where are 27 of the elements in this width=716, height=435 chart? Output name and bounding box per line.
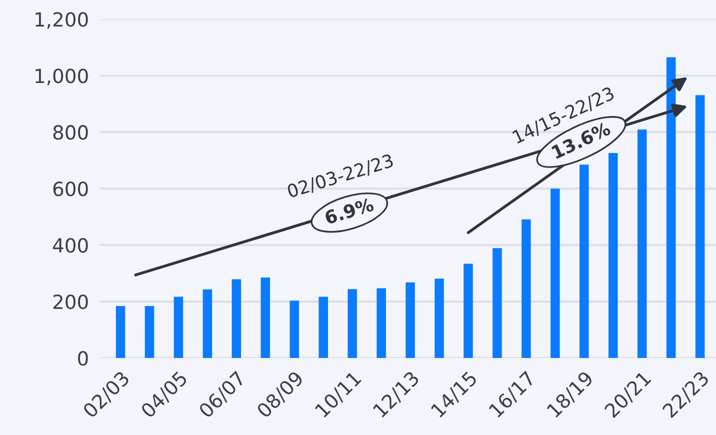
y-tick-label: 800 (53, 125, 88, 140)
annotation: 6.9% (324, 197, 374, 225)
bar (522, 219, 531, 358)
bar (290, 300, 300, 358)
bar (174, 296, 184, 358)
bar (116, 306, 126, 358)
bar (144, 306, 154, 358)
bar (318, 296, 328, 358)
bar (464, 264, 473, 358)
bar (202, 289, 212, 358)
y-tick-label: 200 (53, 294, 88, 310)
bar (492, 248, 502, 358)
y-tick-label: 1,200 (36, 12, 88, 29)
y-tick-label: 1,000 (36, 68, 88, 86)
y-tick-label: 400 (52, 238, 88, 253)
bar (550, 188, 560, 358)
y-tick-label: 600 (53, 182, 88, 196)
bar (376, 288, 386, 358)
bar (637, 130, 647, 358)
bar (580, 164, 589, 358)
bar (348, 289, 357, 358)
bar (406, 282, 415, 358)
bar (232, 279, 242, 358)
y-tick-label: 0 (78, 350, 88, 366)
bar (434, 278, 444, 358)
bar (695, 95, 705, 358)
bar (260, 278, 270, 358)
